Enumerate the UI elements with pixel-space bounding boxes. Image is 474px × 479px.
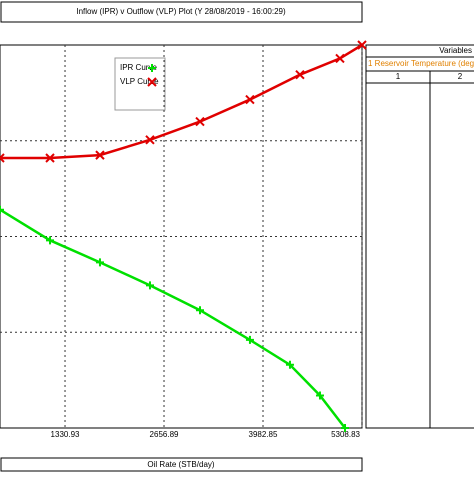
ipr-marker — [95, 258, 104, 267]
x-label-box — [0, 457, 363, 472]
x-tick-label: 1330.93 — [51, 430, 80, 439]
variables-panel — [365, 44, 474, 429]
ipr-marker — [46, 236, 55, 245]
x-tick-label: 5308.83 — [331, 430, 360, 439]
ipr-marker — [145, 281, 154, 290]
vlp-marker — [335, 53, 345, 64]
vlp-marker — [245, 94, 255, 105]
legend-label: VLP Curve — [120, 77, 159, 86]
legend-marker — [148, 64, 156, 72]
x-axis-label: Oil Rate (STB/day) — [147, 460, 214, 469]
title-box — [0, 1, 363, 23]
panel-row: 1 Reservoir Temperature (deg F) — [368, 59, 474, 68]
vlp-marker — [295, 69, 305, 80]
legend — [114, 57, 166, 111]
vlp-marker — [95, 150, 105, 160]
chart-title: Inflow (IPR) v Outflow (VLP) Plot (Y 28/… — [76, 7, 286, 16]
panel-column: 1 — [396, 72, 401, 81]
legend-label: IPR Curve — [120, 63, 157, 72]
vlp-marker — [0, 153, 5, 163]
ipr-marker — [340, 424, 349, 432]
ipr-marker — [245, 335, 254, 344]
panel-column: 2 — [458, 72, 463, 81]
ipr-marker — [315, 391, 324, 400]
vlp-marker — [357, 40, 367, 50]
ipr-marker — [285, 360, 294, 369]
vlp-marker — [195, 116, 205, 127]
x-tick-label: 2656.89 — [150, 430, 179, 439]
vlp-marker — [45, 153, 55, 163]
vlp-marker — [145, 135, 155, 145]
legend-marker — [147, 77, 157, 87]
ipr-marker — [0, 205, 4, 214]
x-tick-label: 3982.85 — [249, 430, 278, 439]
ipr-marker — [196, 306, 205, 315]
panel-title: Variables — [439, 46, 472, 55]
